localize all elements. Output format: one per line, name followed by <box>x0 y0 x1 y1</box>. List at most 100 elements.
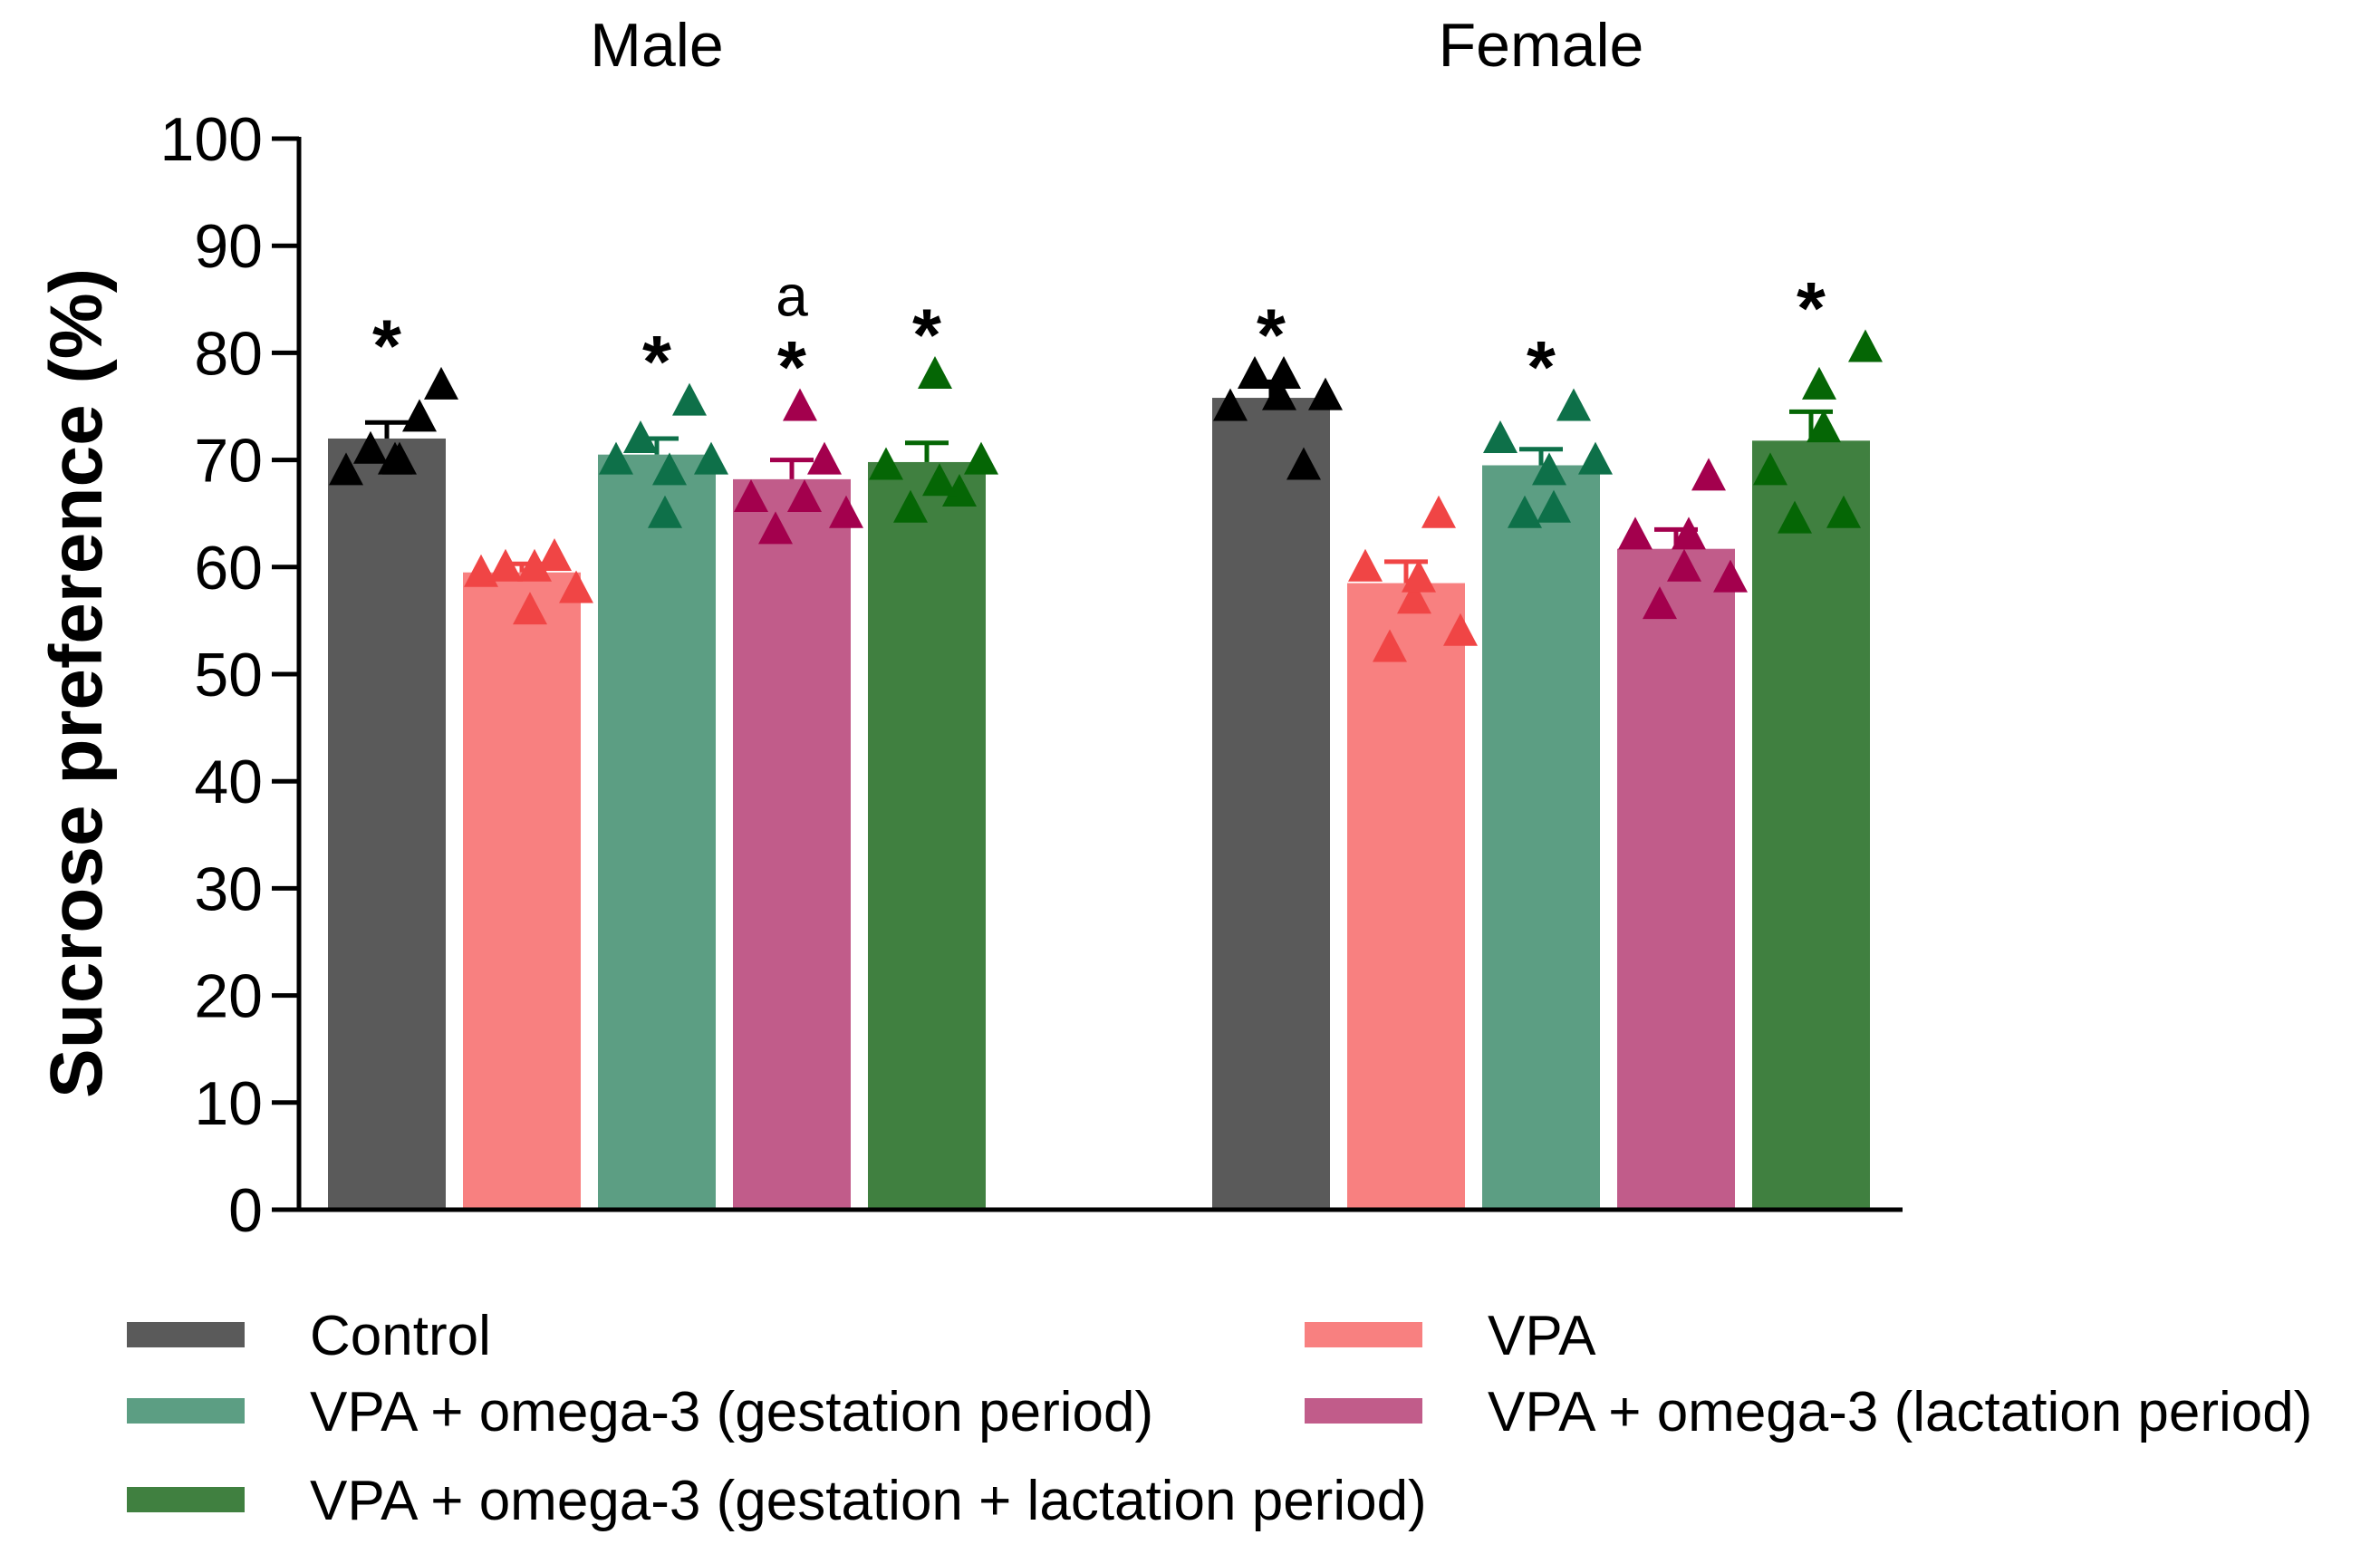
legend-swatch <box>127 1487 245 1512</box>
data-point <box>1397 581 1431 614</box>
points-layer <box>329 329 1883 662</box>
bar <box>598 454 716 1210</box>
data-point <box>694 441 728 475</box>
data-point <box>1713 559 1748 593</box>
data-point <box>1532 452 1566 486</box>
legend-label: VPA + omega-3 (lactation period) <box>1488 1381 2312 1443</box>
data-point <box>1826 495 1861 528</box>
legend-item: VPA + omega-3 (gestation + lactation per… <box>127 1470 1427 1532</box>
data-point <box>513 592 547 625</box>
legend-label: VPA + omega-3 (gestation + lactation per… <box>310 1470 1427 1532</box>
data-point <box>1556 388 1591 421</box>
data-point <box>942 474 977 507</box>
significance-star: * <box>372 305 401 388</box>
data-point <box>1238 356 1272 390</box>
y-tick-label: 70 <box>194 427 263 496</box>
data-point <box>1443 613 1478 646</box>
y-tick-label: 20 <box>194 962 263 1031</box>
data-point <box>652 452 687 486</box>
data-point <box>893 489 928 523</box>
data-point <box>734 478 768 512</box>
data-point <box>537 537 572 571</box>
data-point <box>1807 410 1841 443</box>
bar <box>328 438 446 1211</box>
legend-item: VPA + omega-3 (gestation period) <box>127 1381 1153 1443</box>
legend-item: VPA <box>1305 1305 1596 1367</box>
data-point <box>1537 489 1571 523</box>
data-point <box>1262 377 1296 410</box>
data-point <box>353 430 388 464</box>
bar <box>1347 583 1465 1210</box>
group-title-female: Female <box>1439 11 1644 80</box>
significance-star: * <box>1797 267 1826 350</box>
data-point <box>1286 447 1321 480</box>
data-point <box>783 388 817 421</box>
data-point <box>1848 329 1883 362</box>
data-point <box>1578 441 1613 475</box>
data-point <box>1667 548 1701 582</box>
bar <box>1752 440 1870 1211</box>
legend-swatch <box>127 1322 245 1347</box>
data-point <box>488 548 523 582</box>
data-point <box>599 441 633 475</box>
data-point <box>964 441 998 475</box>
significance-star: * <box>777 327 806 410</box>
data-point <box>869 447 903 480</box>
significance-star: * <box>1527 327 1556 410</box>
legend-item: VPA + omega-3 (lactation period) <box>1305 1381 2312 1443</box>
data-point <box>1691 458 1726 491</box>
y-tick-label: 80 <box>194 319 263 388</box>
y-tick-label: 60 <box>194 534 263 603</box>
legend-swatch <box>1305 1398 1422 1424</box>
data-point <box>787 478 822 512</box>
legend-item: Control <box>127 1305 491 1367</box>
group-title-male: Male <box>590 11 723 80</box>
data-point <box>1508 495 1542 528</box>
y-tick-label: 10 <box>194 1069 263 1138</box>
data-point <box>1618 516 1653 550</box>
y-tick-label: 100 <box>160 105 263 174</box>
data-point <box>1643 586 1677 620</box>
data-point <box>329 452 363 486</box>
data-point <box>517 548 552 582</box>
data-point <box>623 420 658 453</box>
annotations-layer: * ** **a * * <box>372 264 1826 410</box>
y-tick-label: 90 <box>194 212 263 281</box>
data-point <box>464 554 498 587</box>
bar <box>1617 548 1735 1210</box>
legend-swatch <box>1305 1322 1422 1347</box>
data-point <box>1348 548 1383 582</box>
data-point <box>1753 452 1787 486</box>
legend-label: VPA + omega-3 (gestation period) <box>310 1381 1153 1443</box>
bar <box>868 461 986 1210</box>
data-point <box>1778 500 1812 534</box>
data-point <box>1373 629 1407 662</box>
data-point <box>918 356 952 390</box>
y-axis: 0 10 20 30 40 50 60 70 80 90 100 <box>160 105 302 1245</box>
data-point <box>1802 366 1836 400</box>
significance-letter: a <box>776 264 808 329</box>
data-point <box>559 570 593 603</box>
data-point <box>402 399 437 432</box>
data-point <box>807 441 842 475</box>
data-point <box>1402 559 1436 593</box>
legend-label: VPA <box>1488 1305 1596 1367</box>
y-axis-label: Sucrose preference (%) <box>35 268 118 1098</box>
significance-star: * <box>1257 294 1286 377</box>
data-point <box>922 463 957 497</box>
legend-label: Control <box>310 1305 491 1367</box>
y-tick-label: 50 <box>194 641 263 709</box>
data-point <box>1483 420 1518 453</box>
data-point <box>1308 377 1343 410</box>
y-tick-label: 40 <box>194 748 263 816</box>
bar <box>1482 465 1600 1210</box>
bars-layer <box>328 379 1870 1211</box>
data-point <box>424 366 458 400</box>
data-point <box>829 495 863 528</box>
data-point <box>1213 388 1248 421</box>
significance-star: * <box>912 294 941 377</box>
data-point <box>1421 495 1456 528</box>
data-point <box>1267 356 1301 390</box>
data-point <box>672 382 707 416</box>
